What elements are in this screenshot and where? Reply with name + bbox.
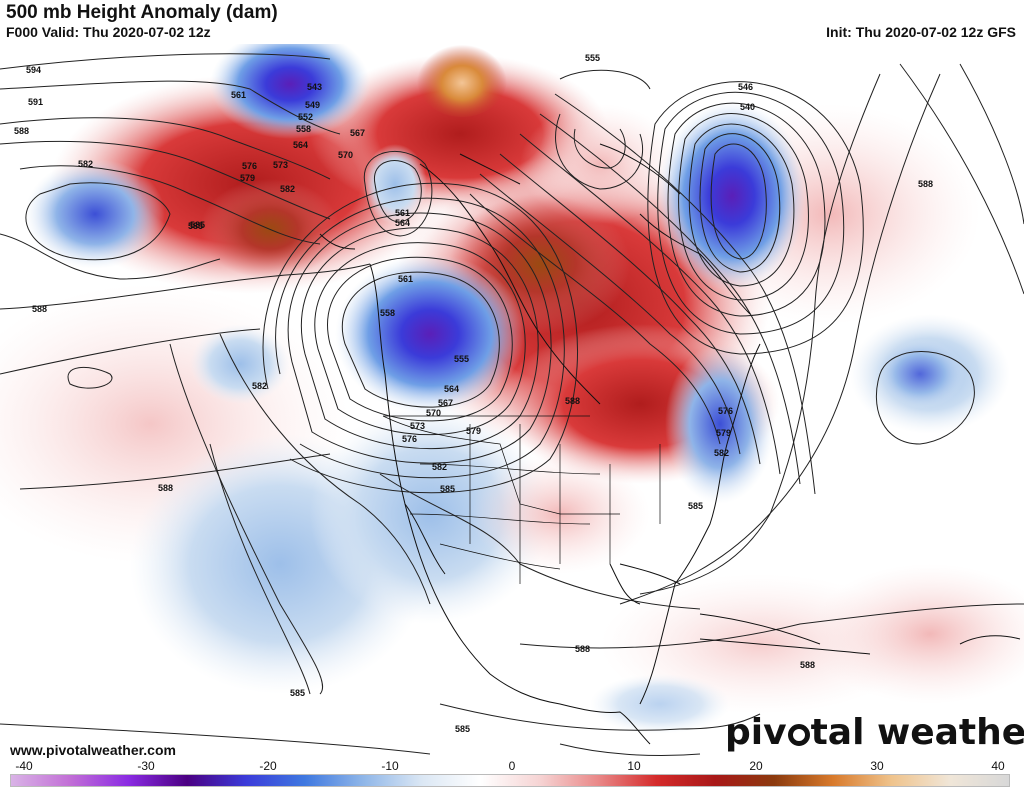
init-time: Init: Thu 2020-07-02 12z GFS [826, 24, 1016, 40]
height-contours [0, 53, 1024, 757]
colorbar-tick: 20 [749, 759, 763, 773]
header: 500 mb Height Anomaly (dam) F000 Valid: … [0, 0, 1024, 44]
contour-label: 585 [290, 688, 305, 698]
contour-label: 582 [714, 448, 729, 458]
contour-label: 573 [410, 421, 425, 431]
contour-label: 582 [252, 381, 267, 391]
contour-label: 588 [918, 179, 933, 189]
contour-label: 561 [395, 208, 410, 218]
contour-label: 585 [688, 501, 703, 511]
sun-icon [787, 724, 810, 746]
contour-label: 567 [438, 398, 453, 408]
contour-label: 570 [426, 408, 441, 418]
contour-label: 558 [296, 124, 311, 134]
colorbar-tick: 0 [508, 759, 516, 773]
colorbar-tick: 40 [991, 759, 1005, 773]
contour-label: 585 [455, 724, 470, 734]
contour-label: 582 [78, 159, 93, 169]
anomaly-shading [0, 44, 1024, 734]
colorbar-tick: -20 [259, 759, 277, 773]
political-borders [382, 415, 661, 584]
contour-label: 573 [273, 160, 288, 170]
contour-label: 588 [565, 396, 580, 406]
contour-label: 561 [231, 90, 246, 100]
colorbar-tick: 10 [627, 759, 641, 773]
map-title: 500 mb Height Anomaly (dam) [6, 2, 278, 23]
contour-label: 564 [293, 140, 308, 150]
logo-text-b: tal weather [810, 712, 1024, 753]
contour-label: 585 [188, 221, 203, 231]
contour-label: 546 [738, 82, 753, 92]
contour-label: 588 [575, 644, 590, 654]
contour-label: 579 [466, 426, 481, 436]
contour-label: 555 [454, 354, 469, 364]
contour-label: 552 [298, 112, 313, 122]
contour-label-group: 594 591 588 582 585 561 543 549 552 558 … [14, 53, 933, 734]
contour-label: 567 [350, 128, 365, 138]
contour-label: 594 [26, 65, 41, 75]
contour-label: 570 [338, 150, 353, 160]
contour-label: 582 [280, 184, 295, 194]
contour-label: 555 [585, 53, 600, 63]
contour-label: 543 [307, 82, 322, 92]
colorbar-tick: 30 [870, 759, 884, 773]
contour-label: 564 [444, 384, 459, 394]
colorbar-tick: -10 [381, 759, 399, 773]
contour-label: 588 [158, 483, 173, 493]
contour-label: 582 [432, 462, 447, 472]
contour-label: 585 [440, 484, 455, 494]
contour-label: 540 [740, 102, 755, 112]
colorbar-tick: -30 [137, 759, 155, 773]
contour-label: 585 [190, 220, 205, 230]
valid-time: F000 Valid: Thu 2020-07-02 12z [6, 24, 211, 40]
contour-label: 549 [305, 100, 320, 110]
contour-label: 579 [240, 173, 255, 183]
contour-label: 588 [800, 660, 815, 670]
pivotal-weather-logo: piv tal weather [725, 712, 1024, 753]
colorbar [10, 774, 1010, 787]
contour-label: 588 [14, 126, 29, 136]
logo-text-a: piv [725, 712, 787, 753]
contour-label: 576 [402, 434, 417, 444]
website-credit: www.pivotalweather.com [10, 742, 176, 758]
colorbar-tick: -40 [15, 759, 33, 773]
contour-label: 564 [395, 218, 410, 228]
contour-label: 588 [32, 304, 47, 314]
coastlines [319, 143, 1021, 745]
height-anomaly-map: 594 591 588 582 585 561 543 549 552 558 … [0, 44, 1024, 760]
contour-label: 561 [398, 274, 413, 284]
contour-label: 576 [718, 406, 733, 416]
contour-label: 591 [28, 97, 43, 107]
contour-label: 576 [242, 161, 257, 171]
contour-label: 558 [380, 308, 395, 318]
contour-label: 579 [716, 428, 731, 438]
